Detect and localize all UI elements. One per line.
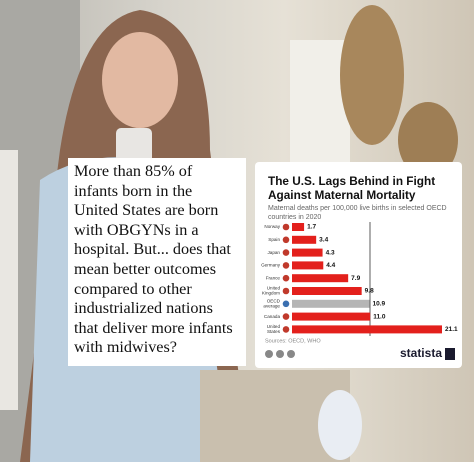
title-line: Against Maternal Mortality <box>268 188 416 202</box>
cc-icon <box>265 350 273 358</box>
bar <box>292 261 324 270</box>
flag <box>282 274 290 282</box>
value-label: 7.9 <box>351 275 360 282</box>
title-line: The U.S. Lags Behind in Fight <box>268 174 435 188</box>
flag <box>282 326 290 333</box>
bar <box>292 223 305 231</box>
bar <box>292 274 349 283</box>
value-label: 1.7 <box>307 224 316 231</box>
category-label-line: Kingdom <box>262 291 280 296</box>
category-label: Germany <box>261 263 281 268</box>
brand: statista <box>400 346 442 360</box>
value-label: 10.9 <box>372 301 385 308</box>
bar <box>292 287 362 295</box>
value-label: 9.8 <box>365 288 374 295</box>
bar <box>292 312 371 321</box>
source: Sources: OECD, WHO <box>265 338 321 344</box>
by-icon <box>276 350 284 358</box>
category-label: OECD average <box>263 299 280 309</box>
category-label-line: United <box>267 324 281 329</box>
category-label-line: States <box>267 329 281 334</box>
category-label: Spain <box>268 237 280 242</box>
category-label: United Kingdom <box>262 286 281 296</box>
flag <box>282 313 290 320</box>
bar <box>292 325 442 334</box>
value-label: 4.3 <box>326 249 335 256</box>
category-label: Norway <box>264 224 280 229</box>
chart-title: The U.S. Lags Behind in Fight Against Mat… <box>268 174 435 202</box>
subtitle-line: countries in 2020 <box>268 214 321 221</box>
bar <box>292 248 323 257</box>
flag <box>282 223 290 231</box>
bar <box>292 235 317 244</box>
category-label: Canada <box>264 314 281 319</box>
category-label-line: average <box>263 304 280 309</box>
value-label: 11.0 <box>373 313 386 320</box>
flag <box>282 249 290 256</box>
value-label: 3.4 <box>319 237 328 244</box>
flag <box>282 300 290 308</box>
brand-logo <box>445 348 455 360</box>
flag <box>282 236 290 244</box>
value-label: 21.1 <box>445 326 458 333</box>
flag <box>282 262 290 269</box>
bar <box>292 299 370 308</box>
category-label: Japan <box>267 250 280 255</box>
category-label-line: United <box>267 286 281 291</box>
subtitle-line: Maternal deaths per 100,000 live births … <box>268 205 447 212</box>
category-label-line: OECD <box>267 299 281 304</box>
chart-subtitle: Maternal deaths per 100,000 live births … <box>268 205 447 221</box>
flag <box>282 287 290 295</box>
category-label: France <box>266 275 281 280</box>
nd-icon <box>287 350 295 358</box>
category-label: United States <box>267 324 281 334</box>
value-label: 4.4 <box>326 262 335 269</box>
post-text: More than 85% of infants born in the Uni… <box>68 158 246 366</box>
